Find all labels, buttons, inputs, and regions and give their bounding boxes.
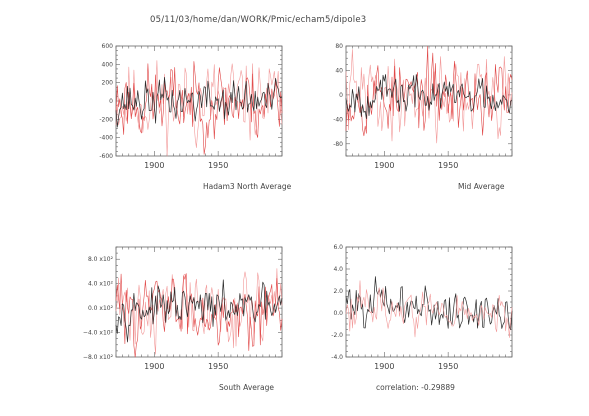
correlation-ytick-label: 0.0	[333, 310, 343, 317]
north-ytick-label: 400	[102, 61, 114, 68]
north-series-dark	[115, 76, 283, 128]
south-xtick-label: 1900	[144, 362, 164, 371]
south-ytick-label: −8.0 x10²	[83, 354, 114, 361]
north-ytick-label: 0	[109, 98, 113, 105]
south-ytick-label: −4.0 x10²	[83, 330, 114, 337]
mid-ytick-label: -40	[333, 116, 343, 123]
north-ytick-label: 600	[102, 43, 114, 50]
panel-north: 600 400 200 0 -200 -400 -600 1900 1950 Hadam3 Nor…	[99, 43, 291, 191]
correlation-series-dark	[345, 276, 513, 330]
panel-mid: 80 40 0 -40 -80 1900 1950 Mid Average	[333, 43, 513, 191]
mid-ytick-label: -80	[333, 141, 343, 148]
south-ytick-label: 0.0 x10²	[88, 305, 114, 312]
south-caption: South Average	[219, 383, 274, 392]
north-ytick-label: -200	[99, 116, 113, 123]
correlation-ytick-label: -4.0	[331, 354, 343, 361]
mid-caption: Mid Average	[458, 182, 505, 191]
mid-ytick-label: 0	[339, 92, 343, 99]
north-ytick-label: -400	[99, 135, 113, 142]
north-series-medium	[115, 61, 283, 155]
correlation-ytick-label: 6.0	[333, 244, 343, 251]
correlation-ytick-label: 4.0	[333, 266, 343, 273]
north-xtick-label: 1950	[208, 161, 228, 170]
south-xtick-label: 1950	[208, 362, 228, 371]
north-ytick-label: -600	[99, 153, 113, 160]
file-path-title: 05/11/03/home/dan/WORK/Pmic/echam5/dipol…	[150, 15, 367, 25]
south-series-light	[115, 268, 283, 355]
correlation-ytick-label: -2.0	[331, 332, 343, 339]
north-caption: Hadam3 North Average	[203, 182, 292, 191]
panel-south: 8.0 x10² 4.0 x10² 0.0 x10² −4.0 x10² −8.0 x1…	[83, 246, 283, 392]
north-xtick-label: 1900	[144, 161, 164, 170]
mid-ytick-label: 80	[335, 43, 343, 50]
north-series-light	[115, 60, 283, 157]
south-ytick-label: 8.0 x10²	[88, 256, 114, 263]
correlation-xtick-label: 1950	[438, 362, 458, 371]
correlation-xtick-label: 1900	[374, 362, 394, 371]
correlation-ytick-label: 2.0	[333, 288, 343, 295]
panel-correlation: 6.0 4.0 2.0 0.0 -2.0 -4.0 1900 1950 correlation:…	[331, 244, 513, 392]
correlation-series-light	[345, 280, 513, 338]
correlation-caption: correlation: -0.29889	[376, 383, 455, 392]
south-series-medium	[115, 273, 283, 358]
mid-xtick-label: 1950	[438, 161, 458, 170]
south-series-dark	[115, 279, 283, 343]
mid-ytick-label: 40	[335, 67, 343, 74]
north-ytick-label: 200	[102, 80, 114, 87]
south-ytick-label: 4.0 x10²	[88, 281, 114, 288]
mid-series-dark	[345, 74, 513, 119]
mid-xtick-label: 1900	[374, 161, 394, 170]
